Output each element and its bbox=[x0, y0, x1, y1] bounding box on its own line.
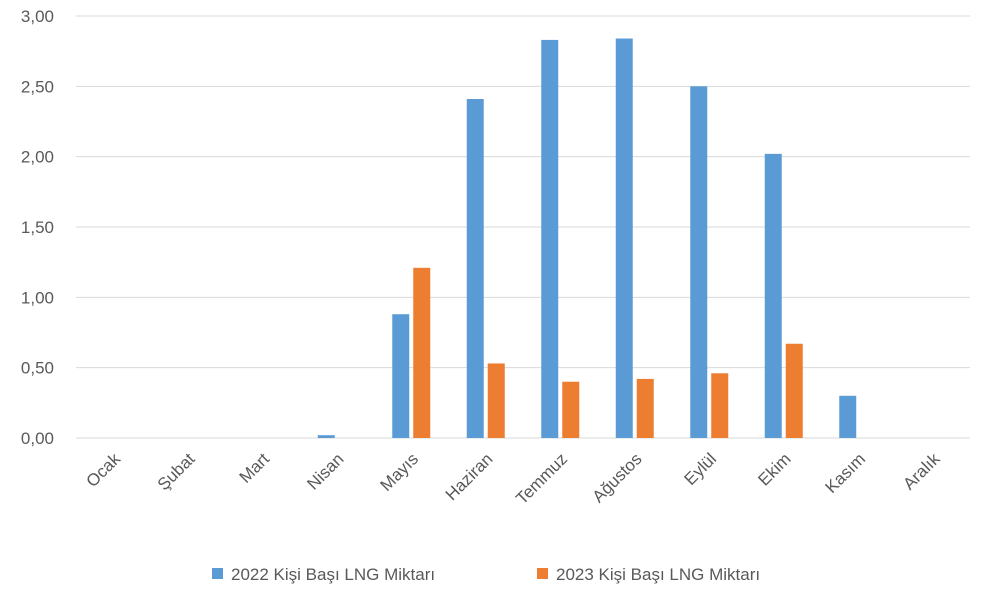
y-tick-label: 0,50 bbox=[21, 359, 54, 378]
x-tick-label: Aralık bbox=[899, 449, 944, 494]
x-tick-label: Kasım bbox=[822, 449, 870, 497]
y-tick-label: 2,00 bbox=[21, 148, 54, 167]
bar-1-4 bbox=[392, 314, 410, 438]
legend-label: 2022 Kişi Başı LNG Miktarı bbox=[231, 565, 435, 584]
bar-1-3 bbox=[317, 435, 335, 438]
bar-1-6 bbox=[541, 39, 559, 439]
y-tick-label: 0,00 bbox=[21, 429, 54, 448]
bar-1-5 bbox=[466, 98, 484, 438]
bar-2-4 bbox=[413, 267, 431, 438]
bar-2-7 bbox=[636, 378, 654, 438]
bar-1-10 bbox=[839, 395, 857, 438]
gridlines bbox=[76, 15, 970, 439]
x-tick-label: Ekim bbox=[754, 449, 794, 489]
legend-label: 2023 Kişi Başı LNG Miktarı bbox=[556, 565, 760, 584]
bar-2-8 bbox=[711, 373, 729, 438]
x-tick-label: Mayıs bbox=[377, 449, 422, 494]
y-axis-ticks: 0,00 0,50 1,00 1,50 2,00 2,50 3,00 bbox=[21, 7, 54, 448]
y-tick-label: 1,50 bbox=[21, 218, 54, 237]
x-tick-label: Haziran bbox=[442, 449, 497, 504]
y-tick-label: 1,00 bbox=[21, 288, 54, 307]
x-tick-label: Şubat bbox=[154, 449, 199, 494]
bars bbox=[317, 38, 857, 439]
x-tick-label: Temmuz bbox=[512, 449, 571, 508]
x-tick-label: Ocak bbox=[83, 449, 125, 491]
x-axis-ticks: Ocak Şubat Mart Nisan Mayıs Haziran Temmuz Ağus… bbox=[83, 449, 944, 508]
y-tick-label: 3,00 bbox=[21, 7, 54, 26]
legend: 2022 Kişi Başı LNG Miktarı 2023 Kişi Başı… bbox=[212, 565, 760, 584]
bar-1-7 bbox=[615, 38, 633, 439]
x-tick-label: Mart bbox=[236, 449, 274, 487]
legend-swatch bbox=[537, 568, 548, 579]
bar-1-8 bbox=[690, 86, 708, 438]
x-tick-label: Nisan bbox=[303, 449, 347, 493]
bar-2-6 bbox=[562, 381, 580, 438]
y-tick-label: 2,50 bbox=[21, 77, 54, 96]
bar-2-9 bbox=[785, 343, 803, 438]
legend-swatch bbox=[212, 568, 223, 579]
x-tick-label: Ağustos bbox=[589, 449, 646, 506]
x-tick-label: Eylül bbox=[681, 449, 720, 488]
bar-1-9 bbox=[764, 153, 782, 438]
bar-2-5 bbox=[487, 363, 505, 438]
